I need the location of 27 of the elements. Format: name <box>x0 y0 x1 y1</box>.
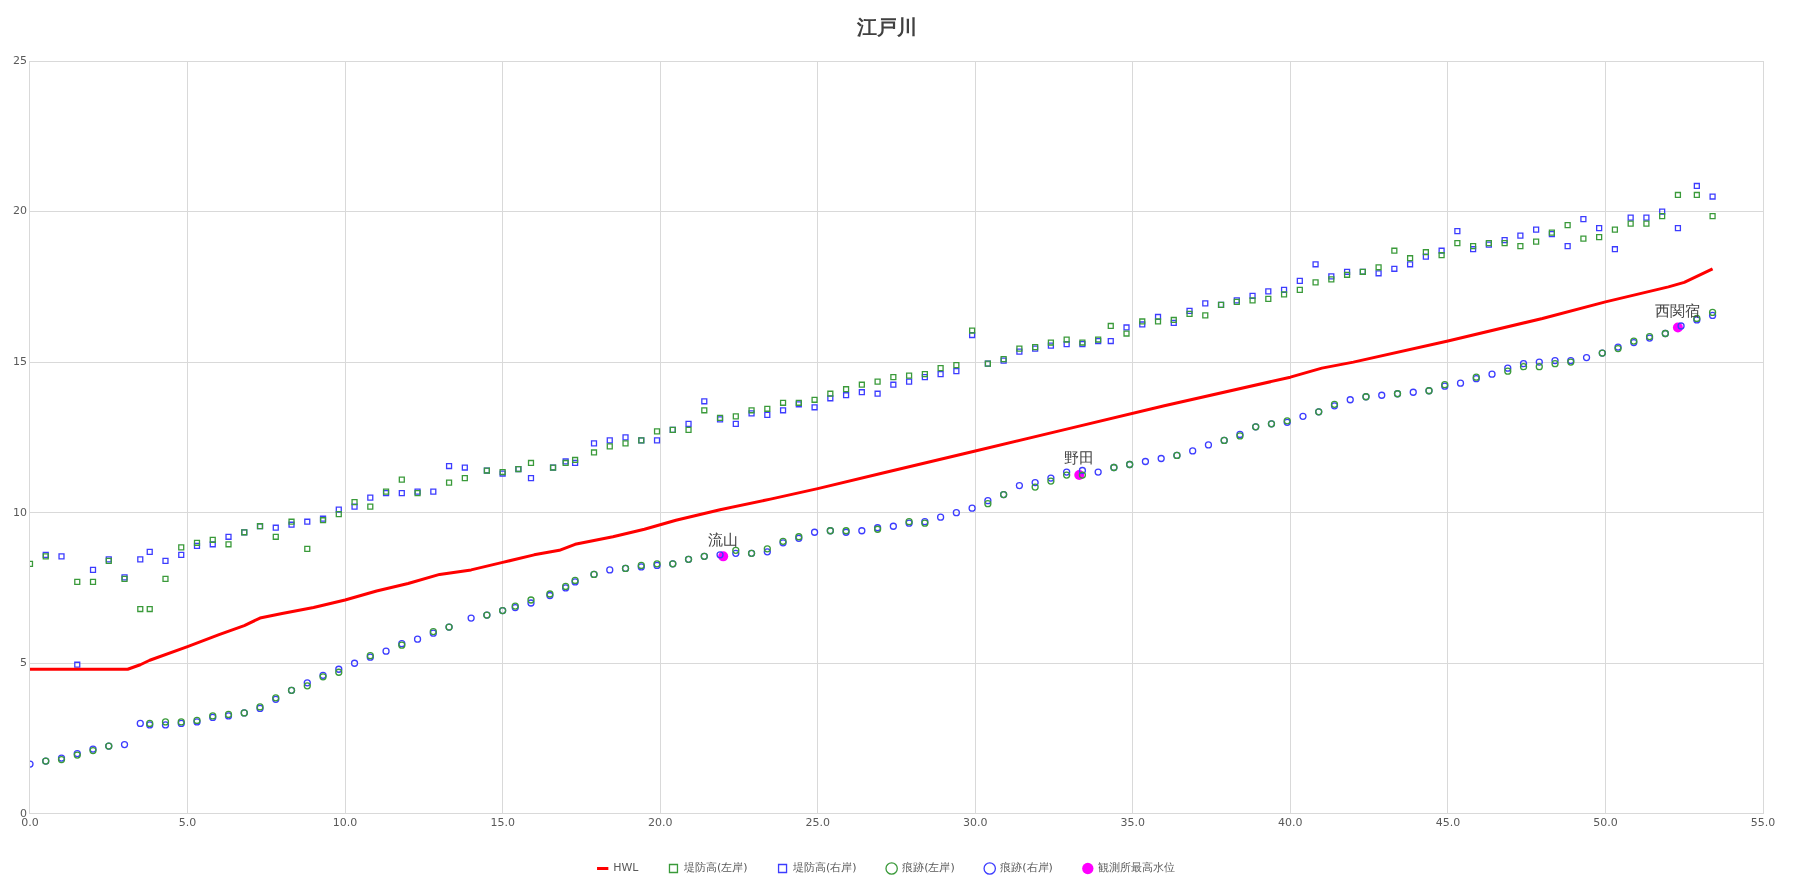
annotation: 流山 <box>708 530 739 549</box>
x-tick-label: 55.0 <box>1750 816 1776 830</box>
x-tick-label: 5.0 <box>178 816 197 830</box>
chart-title: 江戸川 <box>855 15 917 40</box>
legend-label: 堤防高(右岸) <box>792 861 857 875</box>
x-tick-label: 40.0 <box>1278 816 1303 830</box>
y-tick-label: 25 <box>13 53 27 67</box>
x-tick-label: 0.0 <box>21 816 39 830</box>
y-tick-label: 5 <box>20 656 27 670</box>
x-tick-label: 25.0 <box>805 816 830 830</box>
legend-label: 痕跡(右岸) <box>1000 861 1053 875</box>
legend-label: 観測所最高水位 <box>1098 861 1176 875</box>
annotation: 野田 <box>1064 449 1095 468</box>
x-tick-label: 30.0 <box>963 816 988 830</box>
x-tick-label: 15.0 <box>490 816 515 830</box>
x-tick-label: 45.0 <box>1435 816 1461 830</box>
legend-label: 痕跡(左岸) <box>902 861 955 875</box>
legend-label: 堤防高(左岸) <box>682 861 748 875</box>
annotation: 西関宿 <box>1655 301 1701 320</box>
x-tick-label: 10.0 <box>332 816 358 830</box>
y-tick-label: 10 <box>13 505 27 519</box>
x-tick-label: 50.0 <box>1593 816 1618 830</box>
legend-label: HWL <box>613 861 640 875</box>
y-tick-label: 20 <box>13 204 27 218</box>
x-tick-label: 35.0 <box>1120 816 1146 830</box>
y-tick-label: 15 <box>13 354 27 368</box>
x-tick-label: 20.0 <box>647 816 673 830</box>
